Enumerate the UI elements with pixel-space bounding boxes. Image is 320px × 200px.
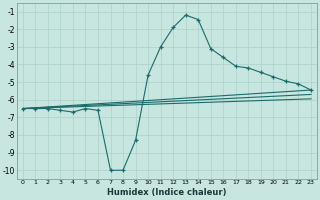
X-axis label: Humidex (Indice chaleur): Humidex (Indice chaleur) [107,188,227,197]
